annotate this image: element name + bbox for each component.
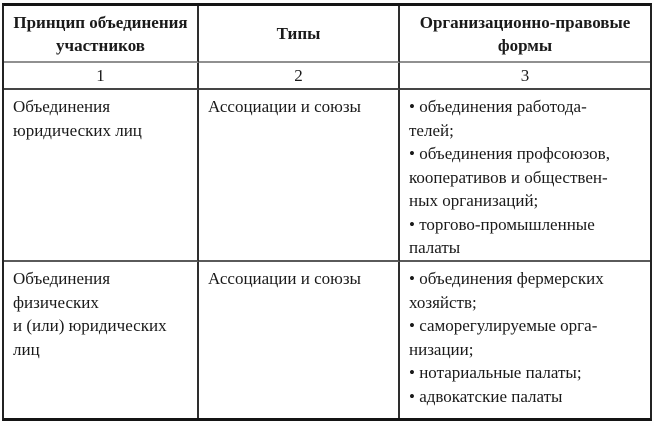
row1-cell-types: Ассоциации и союзы [199, 90, 400, 262]
column-number-2: 2 [199, 63, 400, 90]
row1-cell-forms: • объединения работода-телей; • объединен… [400, 90, 650, 262]
classification-table: Принцип объединения участников Типы Орган… [2, 3, 652, 421]
row2-cell-types: Ассоциации и союзы [199, 262, 400, 418]
header-cell-forms: Организационно-правовые формы [400, 6, 650, 63]
header-cell-principle: Принцип объединения участников [4, 6, 199, 63]
row1-cell-principle: Объединения юридических лиц [4, 90, 199, 262]
column-number-3: 3 [400, 63, 650, 90]
header-cell-types: Типы [199, 6, 400, 63]
column-number-1: 1 [4, 63, 199, 90]
row2-cell-principle: Объединения физических и (или) юридических… [4, 262, 199, 418]
row2-cell-forms: • объединения фермерских хозяйств; • самор… [409, 269, 604, 406]
